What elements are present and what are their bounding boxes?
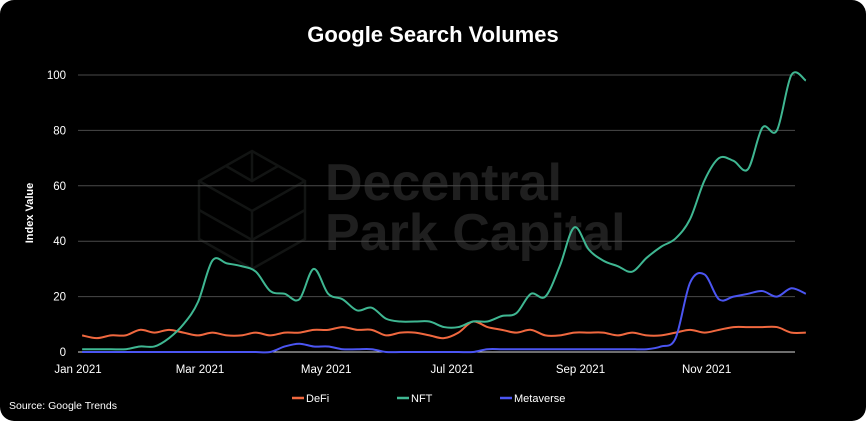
legend-label: NFT <box>411 393 433 405</box>
y-tick-label: 80 <box>53 125 66 137</box>
y-tick-label: 40 <box>53 236 66 248</box>
x-tick-label: Nov 2021 <box>682 364 731 376</box>
series-line-defi <box>81 320 806 340</box>
y-tick-label: 0 <box>60 347 66 359</box>
chart-title: Google Search Volumes <box>307 22 559 47</box>
y-tick-label: 20 <box>53 292 66 304</box>
watermark-logo <box>197 149 307 271</box>
x-tick-label: Sep 2021 <box>556 364 605 376</box>
legend-label: Metaverse <box>514 393 565 405</box>
source-note: Source: Google Trends <box>9 400 117 412</box>
legend-label: DeFi <box>306 393 329 405</box>
legend-item-metaverse: Metaverse <box>500 393 565 405</box>
x-tick-label: May 2021 <box>301 364 352 376</box>
y-axis-label: Index Value <box>24 183 36 244</box>
y-tick-label: 100 <box>47 70 66 82</box>
watermark-text-1: Decentral <box>325 154 562 212</box>
x-tick-label: Jan 2021 <box>54 364 101 376</box>
watermark-text-2: Park Capital <box>325 204 626 262</box>
series-line-nft <box>82 71 807 351</box>
series-line-metaverse <box>82 272 807 354</box>
x-tick-label: Mar 2021 <box>176 364 225 376</box>
legend-item-defi: DeFi <box>292 393 329 405</box>
legend-item-nft: NFT <box>397 393 433 405</box>
x-tick-label: Jul 2021 <box>431 364 474 376</box>
y-tick-label: 60 <box>53 181 66 193</box>
